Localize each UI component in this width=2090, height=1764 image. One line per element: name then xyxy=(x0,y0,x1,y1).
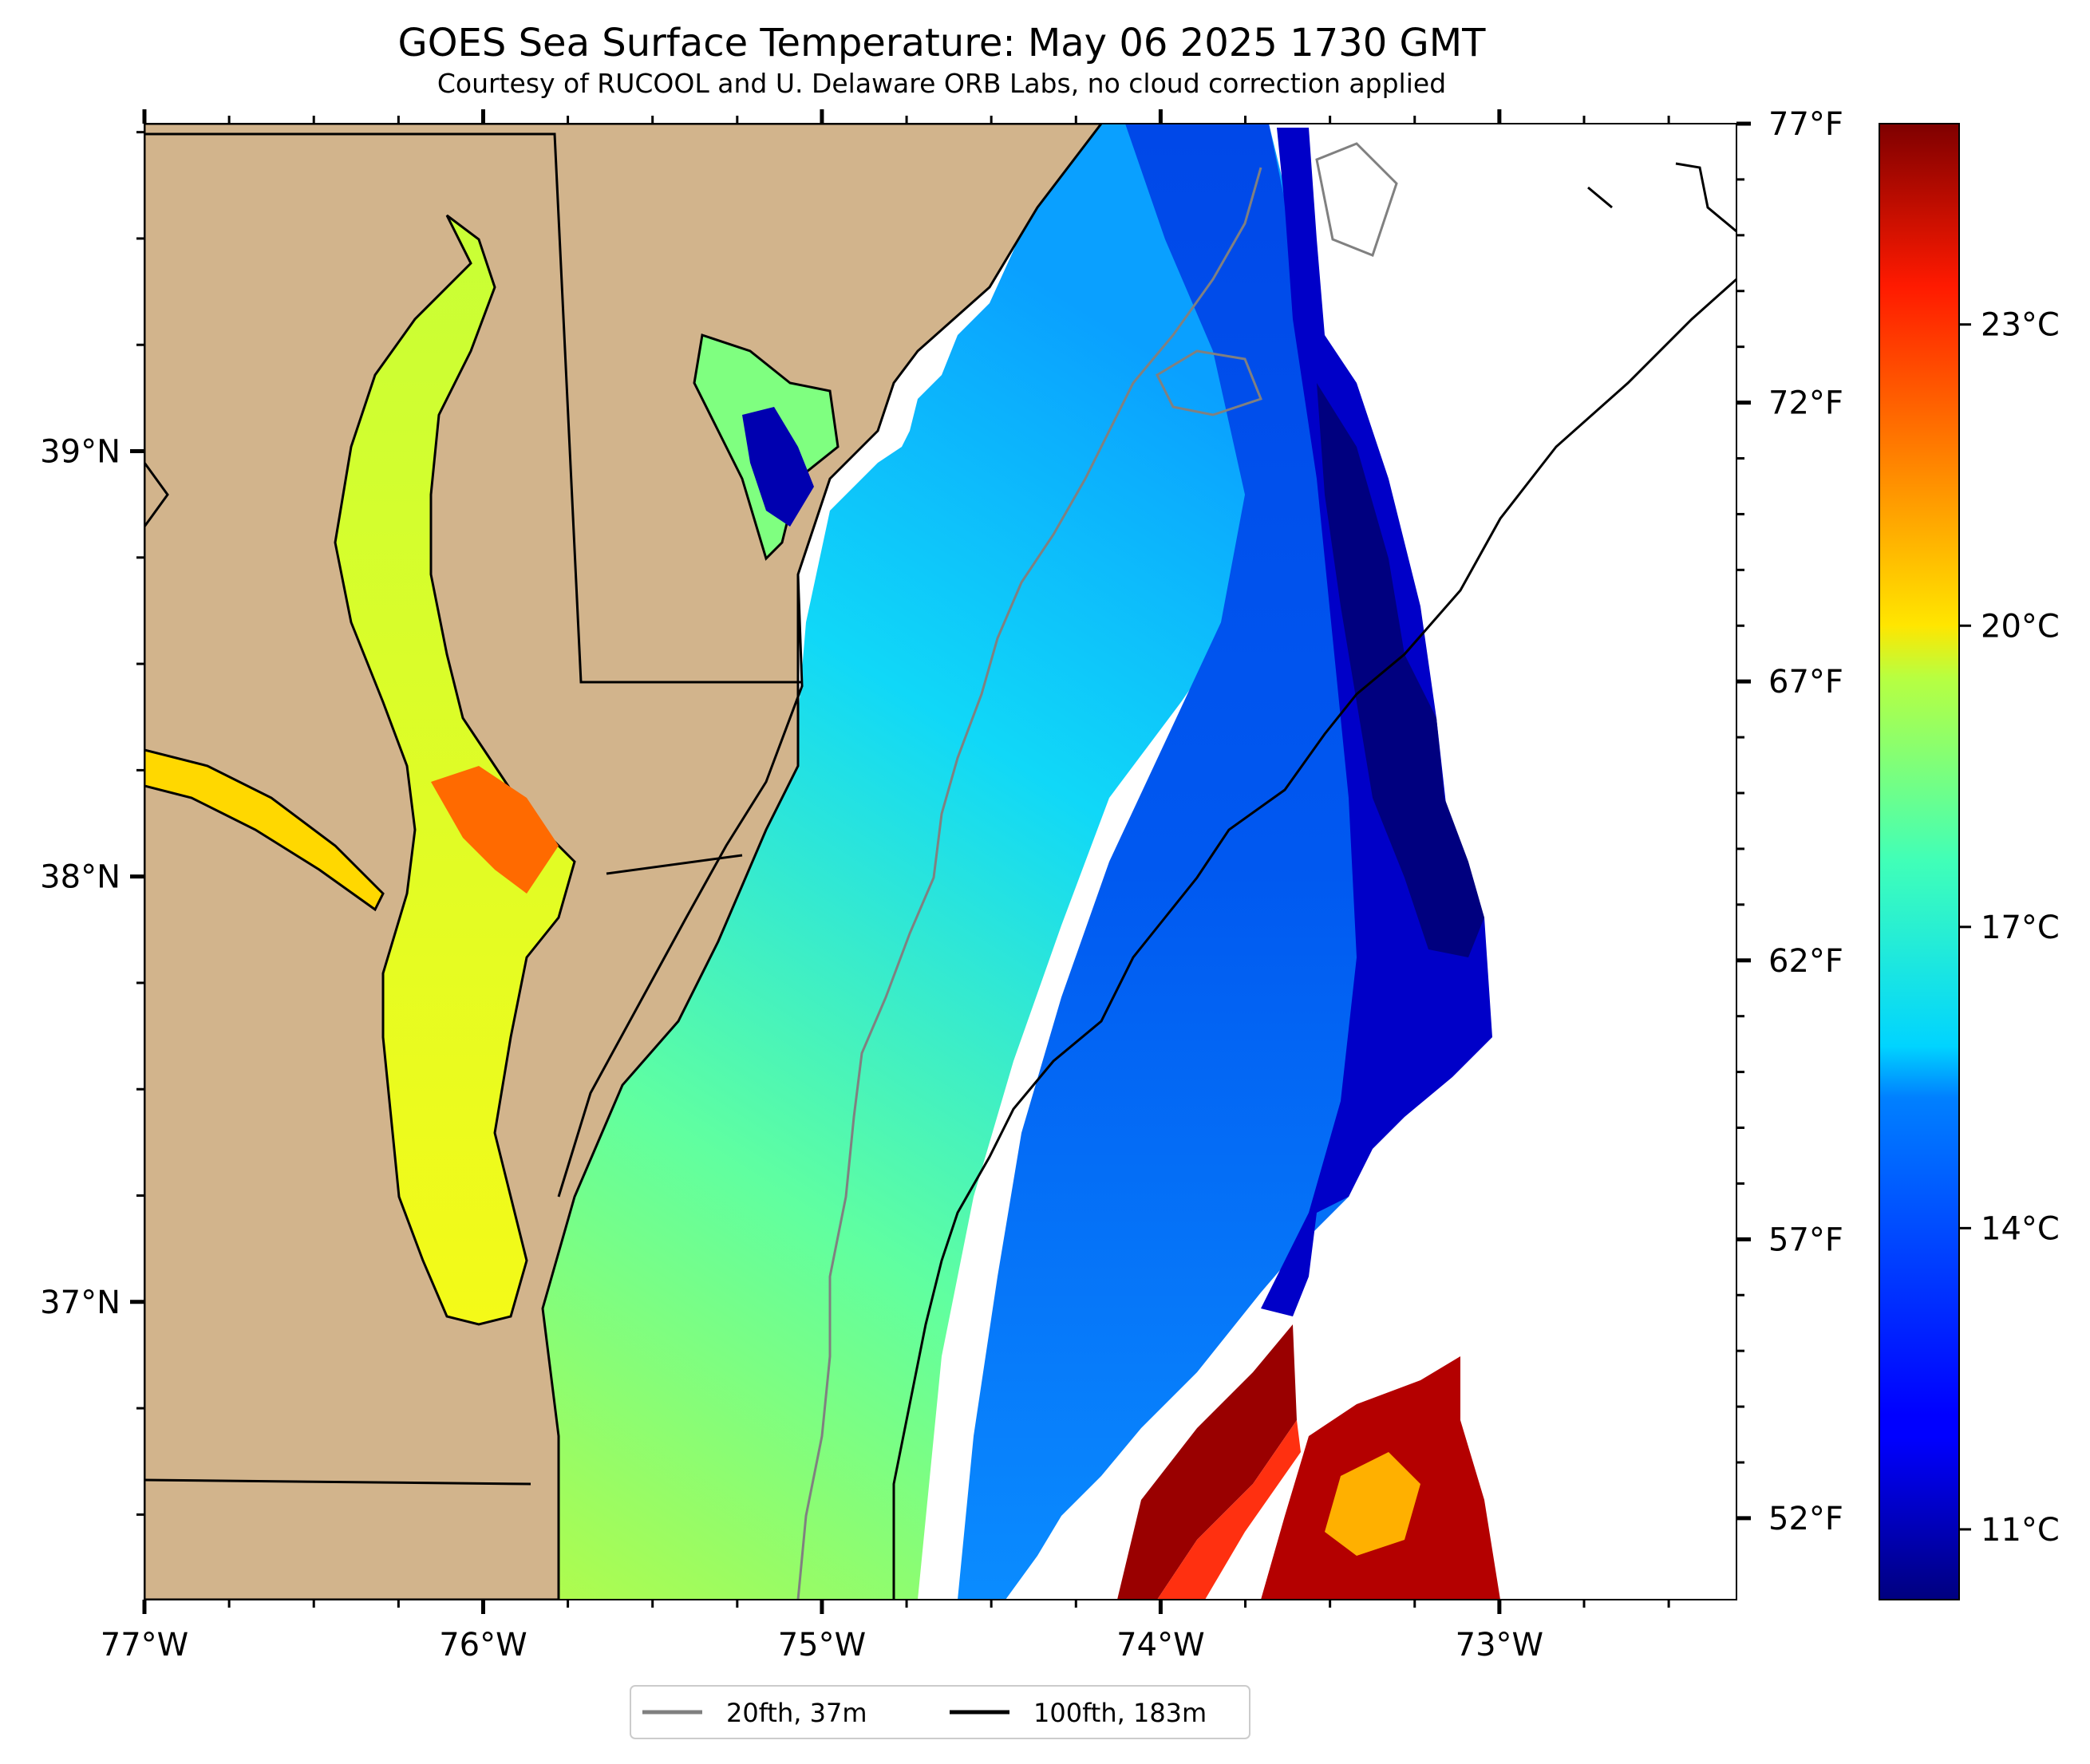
sst-gulf-stream-edge xyxy=(1157,1420,1301,1600)
colorbar: 11°C 14°C 17°C 20°C 23°C xyxy=(1879,123,2060,1600)
lon-tick-label: 74°W xyxy=(1116,1627,1204,1663)
longitude-axis: 77°W 76°W 75°W 74°W 73°W xyxy=(101,109,1670,1663)
lat-tick-label: 39°N xyxy=(40,434,121,471)
figure-subtitle: Courtesy of RUCOOL and U. Delaware ORB L… xyxy=(437,68,1446,99)
sst-cold-core xyxy=(1317,383,1484,957)
map-panel xyxy=(144,124,1736,1600)
sst-warm-eddy-inner xyxy=(1325,1452,1420,1556)
lat-tick-label: 37°N xyxy=(40,1285,121,1321)
f-tick-label: 57°F xyxy=(1768,1221,1843,1258)
colorbar-tick-label: 23°C xyxy=(1981,307,2060,344)
f-tick-label: 67°F xyxy=(1768,664,1843,700)
delaware-bay-cold xyxy=(742,407,814,527)
colorbar-tick-label: 14°C xyxy=(1981,1210,2060,1247)
colorbar-ticks: 11°C 14°C 17°C 20°C 23°C xyxy=(1959,307,2060,1549)
isobath-100fth xyxy=(892,278,1736,1600)
isobath-legend: 20fth, 37m 100fth, 183m xyxy=(630,1685,1250,1739)
canyon-contour xyxy=(1587,162,1736,233)
figure-title: GOES Sea Surface Temperature: May 06 202… xyxy=(398,21,1487,65)
chesapeake-warm-patch xyxy=(431,766,559,894)
legend-frame xyxy=(630,1685,1250,1739)
chesapeake-bay xyxy=(334,214,576,1326)
sst-slope-water xyxy=(958,124,1405,1600)
legend-label-20fth: 20fth, 37m xyxy=(726,1698,867,1728)
f-tick-label: 77°F xyxy=(1768,106,1843,143)
isobath-20fth xyxy=(796,167,1262,1600)
colorbar-tick-label: 11°C xyxy=(1981,1512,2060,1549)
potomac-river xyxy=(144,748,385,912)
colorbar-gradient xyxy=(1879,123,1960,1600)
isobath-20fth-shoals xyxy=(1156,142,1398,416)
f-tick-label: 52°F xyxy=(1768,1501,1843,1537)
lon-tick-label: 75°W xyxy=(778,1627,866,1663)
lat-tick-label: 38°N xyxy=(40,859,121,896)
f-tick-label: 72°F xyxy=(1768,385,1843,422)
sst-shelf-water xyxy=(503,124,1325,1600)
f-tick-label: 62°F xyxy=(1768,943,1843,980)
lon-tick-label: 76°W xyxy=(439,1627,527,1663)
state-borders xyxy=(144,132,802,1486)
lon-tick-label: 77°W xyxy=(101,1627,188,1663)
map-frame xyxy=(144,123,1737,1600)
colorbar-tick-label: 20°C xyxy=(1981,608,2060,645)
sst-gulf-stream xyxy=(1117,1324,1297,1600)
legend-label-100fth: 100fth, 183m xyxy=(1033,1698,1207,1728)
delmarva-coast xyxy=(557,574,804,1198)
latitude-axis: 39°N 38°N 37°N xyxy=(40,131,144,1516)
lon-tick-label: 73°W xyxy=(1456,1627,1543,1663)
fahrenheit-axis: 77°F 72°F 67°F 62°F 57°F 52°F xyxy=(1736,106,1843,1537)
colorbar-tick-label: 17°C xyxy=(1981,910,2060,946)
